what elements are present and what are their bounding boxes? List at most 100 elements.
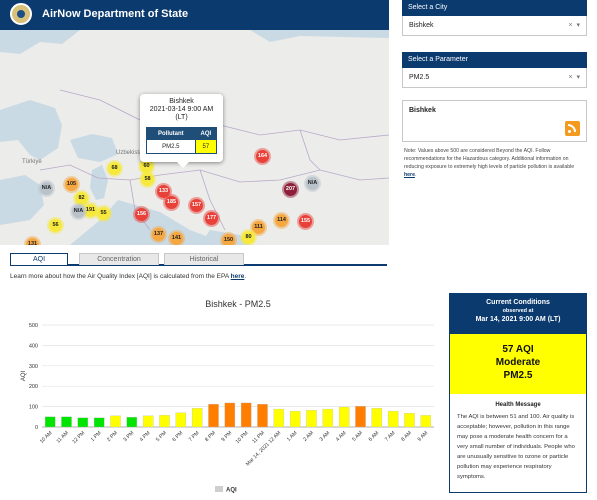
map-marker[interactable]: 60	[140, 160, 153, 173]
map-marker[interactable]: 105	[65, 178, 78, 191]
x-tick-label: 2 AM	[302, 430, 315, 443]
map-marker[interactable]: N/A	[40, 182, 53, 195]
x-tick-label: 8 AM	[400, 430, 413, 443]
popup-col-pollutant: Pollutant	[146, 127, 196, 140]
chart-bar	[338, 406, 350, 428]
map-marker[interactable]: N/A	[306, 177, 319, 190]
learn-here-link[interactable]: here	[230, 273, 245, 280]
map-marker[interactable]: N/A	[72, 205, 85, 218]
x-tick-label: 1 AM	[286, 430, 299, 443]
x-tick-label: 5 AM	[351, 430, 364, 443]
map-marker[interactable]: 157	[190, 199, 203, 212]
map-marker[interactable]: 80	[242, 231, 255, 244]
map-marker[interactable]: 56	[49, 219, 62, 232]
aqi-map[interactable]: Türkiye Uzbekistan 72 87 61 60 68 58 105…	[0, 30, 389, 245]
map-marker[interactable]: 156	[135, 208, 148, 221]
current-conditions: Current Conditions observed at Mar 14, 2…	[449, 293, 587, 493]
app-title: AirNow Department of State	[42, 8, 189, 20]
city-select[interactable]: Bishkek × ▾	[402, 16, 587, 36]
y-tick-label: 500	[29, 323, 38, 329]
param-select[interactable]: PM2.5 × ▾	[402, 68, 587, 88]
chart-bar	[142, 415, 154, 428]
map-marker[interactable]: 82	[75, 192, 88, 205]
state-seal-icon	[10, 3, 32, 25]
x-tick-label: 9 AM	[417, 430, 430, 443]
current-observed: observed at	[502, 308, 534, 314]
chart-bar	[289, 410, 301, 428]
chart-bar	[208, 404, 219, 428]
y-axis-label: AQI	[21, 371, 27, 382]
city-info-label: Bishkek	[409, 107, 436, 114]
chevron-down-icon[interactable]: ▾	[576, 22, 580, 29]
city-select-header: Select a City	[402, 0, 587, 16]
map-marker[interactable]: 177	[205, 212, 218, 225]
map-marker[interactable]: 131	[26, 238, 39, 245]
map-marker[interactable]: 141	[170, 232, 183, 245]
popup-timezone: (LT)	[175, 114, 188, 121]
chart-bar	[371, 408, 383, 428]
map-marker[interactable]: 58	[141, 173, 154, 186]
x-tick-label: 7 PM	[188, 430, 201, 443]
tab-aqi[interactable]: AQI	[10, 253, 68, 265]
chart-bar	[273, 408, 285, 428]
y-tick-label: 100	[29, 405, 38, 411]
current-category: Moderate	[495, 357, 541, 368]
current-aqi-box: 57 AQI Moderate PM2.5	[450, 334, 586, 394]
map-marker[interactable]: 164	[256, 150, 269, 163]
map-marker[interactable]: 68	[108, 162, 121, 175]
map-marker[interactable]: 133	[157, 185, 170, 198]
chart-bar	[175, 412, 187, 428]
current-date: Mar 14, 2021 9:00 AM (LT)	[475, 316, 561, 323]
x-tick-label: 6 PM	[171, 430, 184, 443]
clear-icon[interactable]: ×	[568, 22, 573, 29]
x-tick-label: 10 PM	[235, 430, 250, 445]
param-select-controls[interactable]: × ▾	[569, 73, 581, 81]
current-conditions-header: Current Conditions observed at Mar 14, 2…	[450, 294, 586, 334]
map-marker[interactable]: 114	[275, 214, 288, 227]
popup-table: Pollutant AQI PM2.5 57	[146, 127, 218, 154]
chart-bar	[224, 402, 236, 428]
chart-bar	[420, 415, 432, 428]
aqi-note: Note: Values above 500 are considered Be…	[404, 147, 586, 179]
popup-aqi: 57	[194, 139, 218, 154]
x-tick-label: 11 PM	[251, 430, 266, 445]
city-info-box: Bishkek	[402, 100, 587, 142]
city-select-controls[interactable]: × ▾	[569, 21, 581, 29]
rss-feed-icon[interactable]	[565, 121, 580, 136]
x-tick-label: 11 AM	[56, 430, 70, 444]
chevron-down-icon[interactable]: ▾	[576, 74, 580, 81]
note-text: Note: Values above 500 are considered Be…	[404, 148, 575, 170]
map-marker[interactable]: 155	[299, 215, 312, 228]
x-tick-label: 1 PM	[90, 430, 103, 443]
note-here-link[interactable]: here	[404, 172, 415, 178]
map-marker[interactable]: 185	[165, 196, 178, 209]
city-popup: Bishkek 2021-03-14 9:00 AM (LT) Pollutan…	[140, 94, 223, 168]
health-message-title: Health Message	[495, 402, 541, 408]
x-tick-label: 4 AM	[335, 430, 348, 443]
popup-date: 2021-03-14 9:00 AM	[149, 106, 214, 113]
y-tick-label: 0	[35, 425, 38, 431]
map-marker[interactable]: 191	[84, 204, 97, 217]
legend-swatch	[215, 486, 223, 492]
x-tick-label: 9 PM	[220, 430, 233, 443]
map-marker[interactable]: 111	[252, 221, 265, 234]
current-pollutant: PM2.5	[503, 370, 533, 381]
map-marker[interactable]: 150	[222, 234, 235, 245]
map-label-turkiye: Türkiye	[22, 159, 42, 165]
chart-bar	[61, 416, 72, 428]
chart-bar	[110, 415, 121, 428]
x-tick-label: 10 AM	[39, 430, 54, 445]
tab-historical[interactable]: Historical	[164, 253, 244, 265]
popup-city: Bishkek	[169, 98, 194, 105]
y-tick-label: 200	[29, 384, 38, 390]
param-select-value: PM2.5	[409, 74, 430, 81]
map-marker[interactable]: 207	[284, 183, 297, 196]
tab-concentration[interactable]: Concentration	[79, 253, 159, 265]
y-tick-label: 300	[29, 364, 38, 370]
clear-icon[interactable]: ×	[568, 74, 573, 81]
chart-title: Bishkek - PM2.5	[205, 299, 271, 309]
param-select-panel: Select a Parameter PM2.5 × ▾	[402, 52, 587, 88]
map-marker[interactable]: 55	[97, 207, 110, 220]
x-tick-label: 6 AM	[368, 430, 381, 443]
map-marker[interactable]: 137	[152, 228, 165, 241]
